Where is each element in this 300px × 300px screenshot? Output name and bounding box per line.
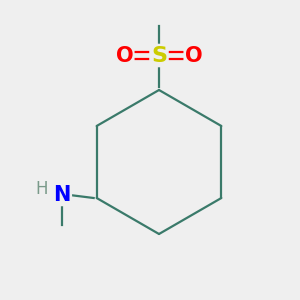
- Text: S: S: [151, 46, 167, 65]
- Text: N: N: [53, 185, 71, 205]
- Text: H: H: [35, 180, 47, 198]
- Text: O: O: [116, 46, 133, 65]
- Text: O: O: [185, 46, 202, 65]
